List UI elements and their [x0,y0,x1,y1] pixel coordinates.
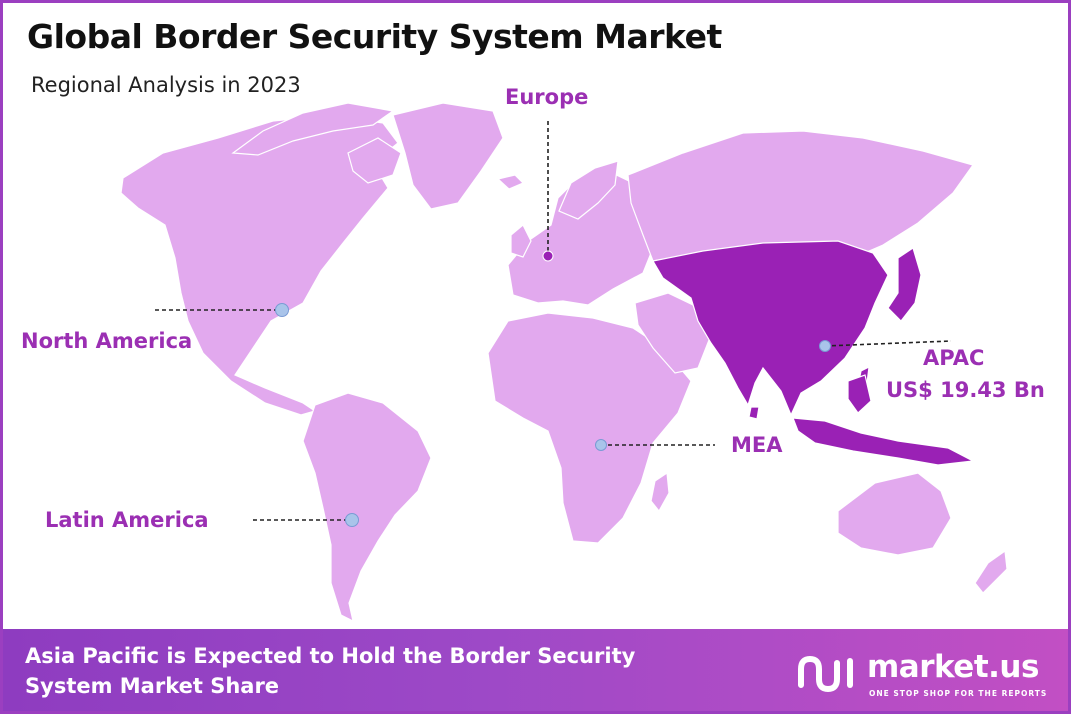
region-label-latin-america: Latin America [45,508,209,532]
scandinavia-landmass [558,160,619,220]
region-value-apac: US$ 19.43 Bn [886,378,1045,402]
arctic-islands [231,102,395,156]
world-map [120,102,1008,623]
region-label-mea: MEA [731,433,783,457]
uk-landmass [510,224,532,258]
brand-name: market.us [867,649,1039,685]
footer-headline: Asia Pacific is Expected to Hold the Bor… [25,644,636,698]
market-us-logo-icon [798,656,853,692]
page-title: Global Border Security System Market [27,17,722,56]
middle-east-landmass [634,292,712,374]
page-subtitle: Regional Analysis in 2023 [31,73,301,97]
apac-leader-line [824,340,952,347]
australia-landmass [837,472,952,556]
region-label-north-america: North America [21,329,193,353]
mea-marker [595,439,607,451]
apac-region [652,240,976,466]
africa-landmass [487,312,692,544]
indonesia-landmass [792,417,976,466]
region-label-europe: Europe [505,85,589,109]
asia-mainland [652,240,889,417]
europe-marker [542,250,554,262]
russia-landmass [627,130,974,262]
latin-america-marker [345,513,359,527]
iceland-landmass [496,174,525,190]
apac-marker [819,340,831,352]
brand-tagline: ONE STOP SHOP FOR THE REPORTS [869,689,1048,698]
footer-banner: Asia Pacific is Expected to Hold the Bor… [3,629,1068,711]
baffin-island [347,137,402,184]
madagascar-landmass [650,471,670,513]
new-zealand-landmass [974,549,1008,594]
sri-lanka-landmass [748,406,760,420]
region-label-apac: APAC [923,346,985,370]
north-america-marker [275,303,289,317]
south-america-landmass [302,392,432,623]
japan-landmass [887,247,922,322]
greenland-landmass [392,102,504,210]
brand-block: market.us ONE STOP SHOP FOR THE REPORTS [795,649,1048,701]
philippines-landmass [847,374,872,414]
